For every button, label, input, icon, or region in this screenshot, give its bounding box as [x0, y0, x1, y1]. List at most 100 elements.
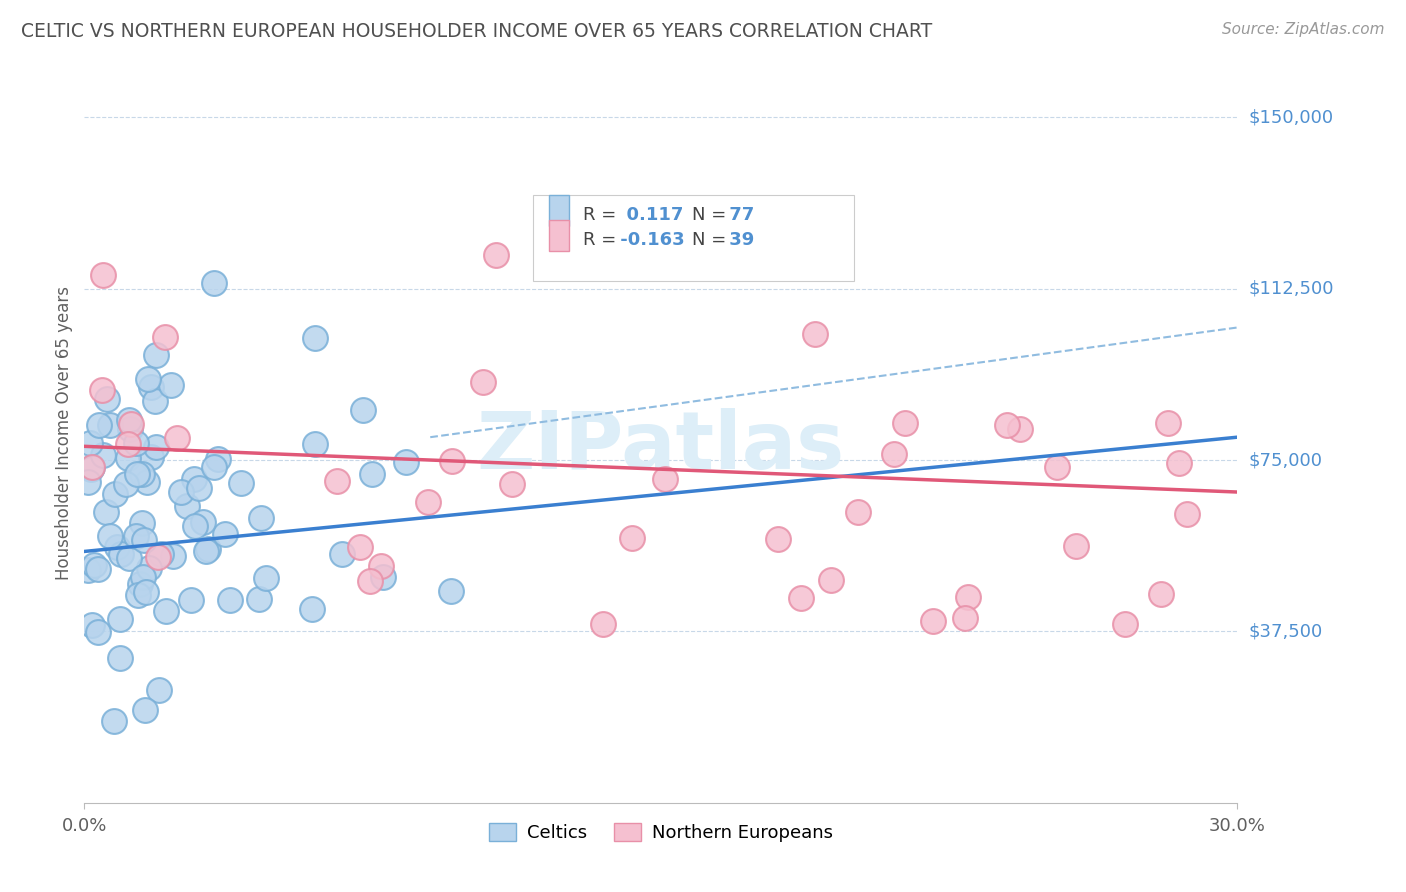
- Point: [803, 327, 825, 342]
- Point: [166, 431, 188, 445]
- Text: $75,000: $75,000: [1249, 451, 1323, 469]
- Point: [148, 683, 170, 698]
- Point: [141, 450, 163, 464]
- Text: N =: N =: [692, 206, 727, 224]
- Point: [117, 450, 139, 465]
- Point: [136, 372, 159, 386]
- Point: [91, 268, 114, 282]
- Point: [134, 703, 156, 717]
- Point: [359, 574, 381, 588]
- Point: [127, 467, 149, 481]
- Point: [440, 454, 463, 468]
- Point: [120, 422, 142, 436]
- Point: [115, 477, 138, 491]
- Point: [304, 437, 326, 451]
- Point: [132, 570, 155, 584]
- Point: [108, 612, 131, 626]
- Point: [124, 529, 146, 543]
- Point: [501, 476, 523, 491]
- Text: $112,500: $112,500: [1249, 280, 1334, 298]
- Point: [1157, 416, 1180, 430]
- Text: CELTIC VS NORTHERN EUROPEAN HOUSEHOLDER INCOME OVER 65 YEARS CORRELATION CHART: CELTIC VS NORTHERN EUROPEAN HOUSEHOLDER …: [21, 22, 932, 41]
- Point: [1114, 617, 1136, 632]
- Point: [204, 276, 226, 290]
- Text: $37,500: $37,500: [1249, 623, 1323, 640]
- Point: [146, 549, 169, 564]
- Point: [80, 618, 103, 632]
- Point: [159, 377, 181, 392]
- Point: [301, 602, 323, 616]
- Point: [155, 604, 177, 618]
- Text: $150,000: $150,000: [1249, 108, 1333, 127]
- Point: [131, 516, 153, 531]
- Y-axis label: Householder Income Over 65 years: Householder Income Over 65 years: [55, 285, 73, 580]
- Point: [125, 436, 148, 450]
- Point: [621, 531, 644, 545]
- Point: [484, 248, 506, 262]
- Point: [135, 475, 157, 489]
- Point: [145, 348, 167, 362]
- Point: [995, 418, 1018, 433]
- Point: [1046, 460, 1069, 475]
- Point: [195, 543, 218, 558]
- Point: [170, 484, 193, 499]
- Point: [250, 511, 273, 525]
- Point: [98, 418, 121, 433]
- Point: [139, 379, 162, 393]
- Text: N =: N =: [692, 231, 727, 249]
- Point: [1064, 539, 1087, 553]
- Point: [87, 561, 110, 575]
- Point: [247, 591, 270, 606]
- Point: [90, 384, 112, 398]
- Point: [395, 455, 418, 469]
- Point: [1150, 587, 1173, 601]
- Point: [1168, 457, 1191, 471]
- Point: [105, 540, 128, 554]
- Point: [955, 611, 977, 625]
- Point: [96, 392, 118, 406]
- Point: [1175, 507, 1198, 521]
- Point: [370, 558, 392, 573]
- Point: [218, 592, 240, 607]
- Point: [187, 481, 209, 495]
- Point: [118, 413, 141, 427]
- Point: [1010, 422, 1032, 436]
- Point: [118, 550, 141, 565]
- Point: [416, 494, 439, 508]
- Point: [96, 505, 118, 519]
- Point: [117, 437, 139, 451]
- Point: [128, 577, 150, 591]
- Text: Source: ZipAtlas.com: Source: ZipAtlas.com: [1222, 22, 1385, 37]
- Point: [149, 547, 172, 561]
- Point: [472, 375, 495, 389]
- Point: [127, 588, 149, 602]
- Point: [304, 331, 326, 345]
- Text: 39: 39: [723, 231, 754, 249]
- Point: [135, 585, 157, 599]
- Point: [820, 574, 842, 588]
- Text: R =: R =: [583, 231, 616, 249]
- Text: -0.163: -0.163: [614, 231, 685, 249]
- Point: [183, 518, 205, 533]
- Point: [214, 527, 236, 541]
- Point: [77, 475, 100, 489]
- Point: [108, 651, 131, 665]
- Point: [352, 402, 374, 417]
- Point: [592, 617, 614, 632]
- Point: [846, 505, 869, 519]
- Point: [80, 462, 103, 476]
- Point: [83, 558, 105, 573]
- Point: [180, 592, 202, 607]
- Point: [654, 473, 676, 487]
- Text: ZIPatlas: ZIPatlas: [477, 409, 845, 486]
- Point: [155, 330, 177, 344]
- Point: [254, 571, 277, 585]
- Legend: Celtics, Northern Europeans: Celtics, Northern Europeans: [482, 815, 839, 849]
- Point: [349, 540, 371, 554]
- Point: [80, 460, 103, 475]
- Point: [229, 475, 252, 490]
- Point: [326, 474, 349, 488]
- Point: [87, 625, 110, 640]
- Point: [131, 467, 153, 481]
- Point: [138, 561, 160, 575]
